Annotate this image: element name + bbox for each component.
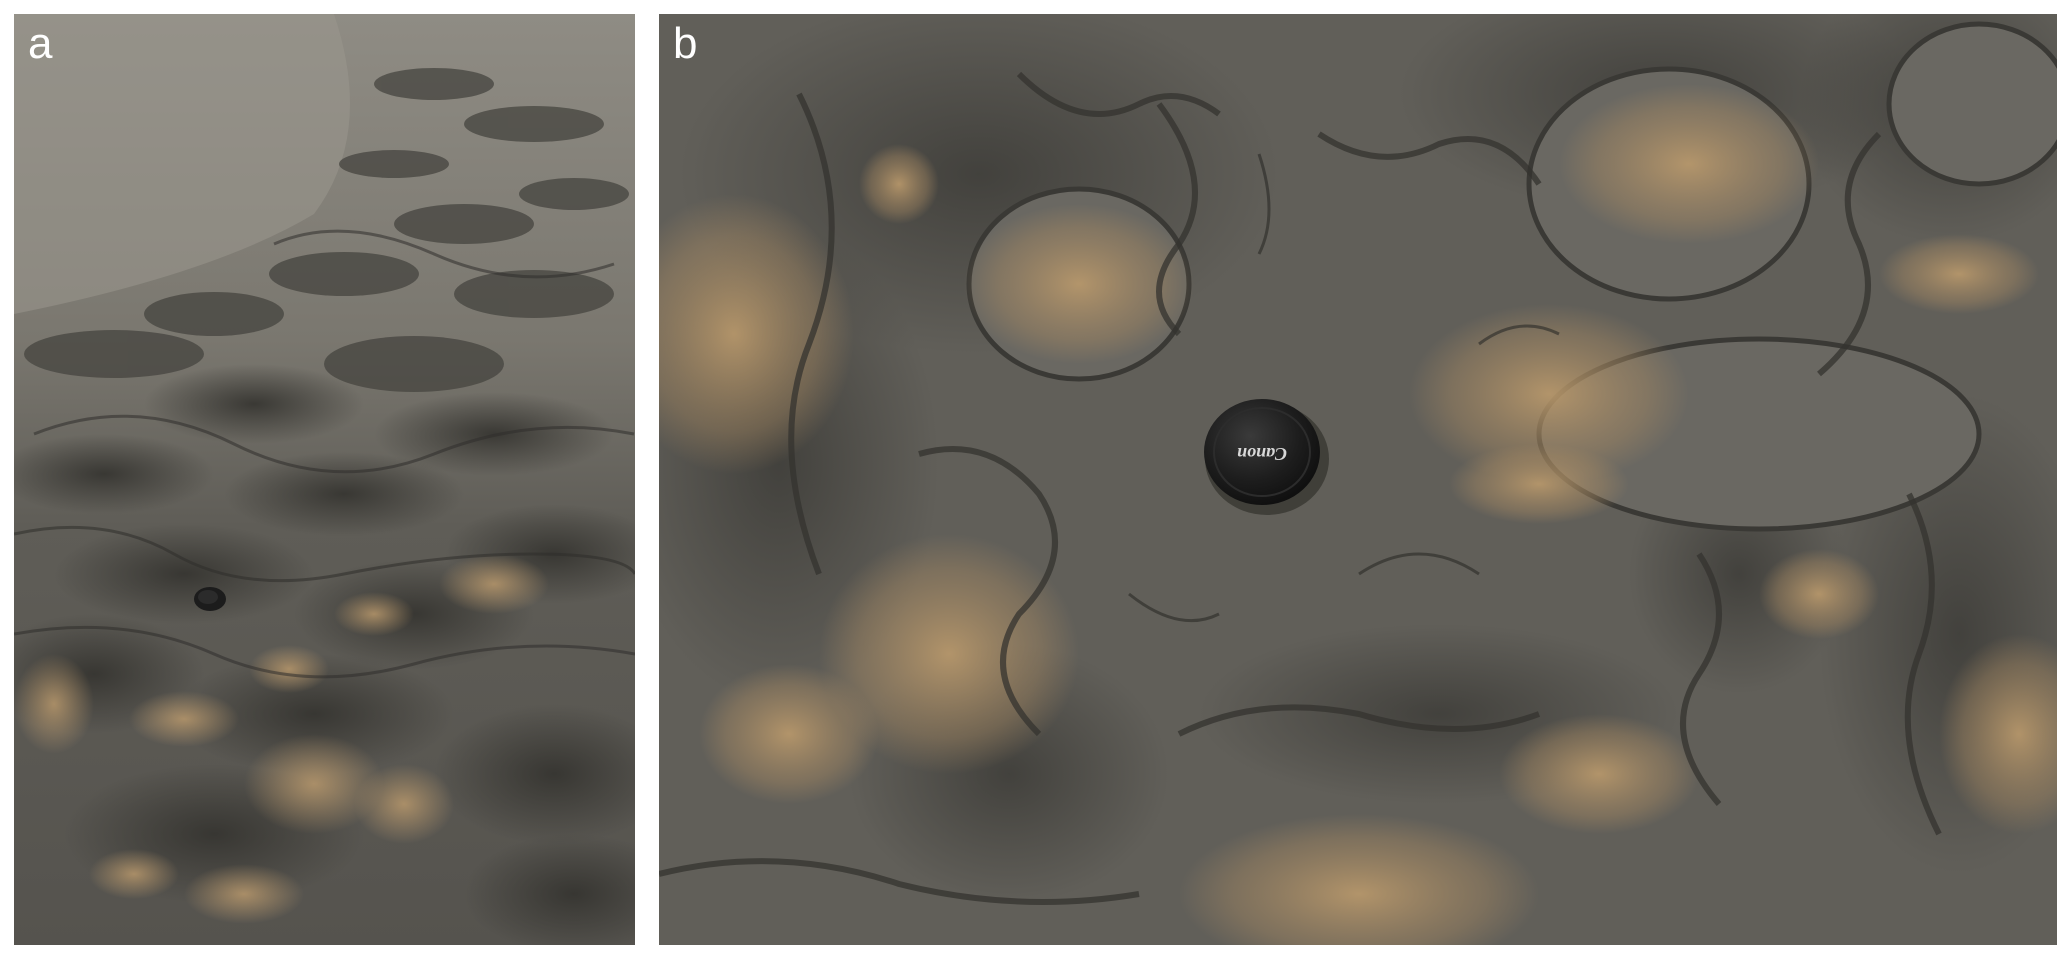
photo-panel-b: Canon b [659,14,2057,945]
mudflat-photo-b: Canon [659,14,2057,945]
lens-cap-small [194,587,226,611]
lens-cap-brand-text: Canon [1237,444,1287,464]
photo-panel-a: a [14,14,635,945]
mudflat-photo-a [14,14,635,945]
lens-cap-large: Canon [1204,399,1329,515]
panel-label-b: b [673,19,698,68]
panel-label-a: a [28,19,53,68]
